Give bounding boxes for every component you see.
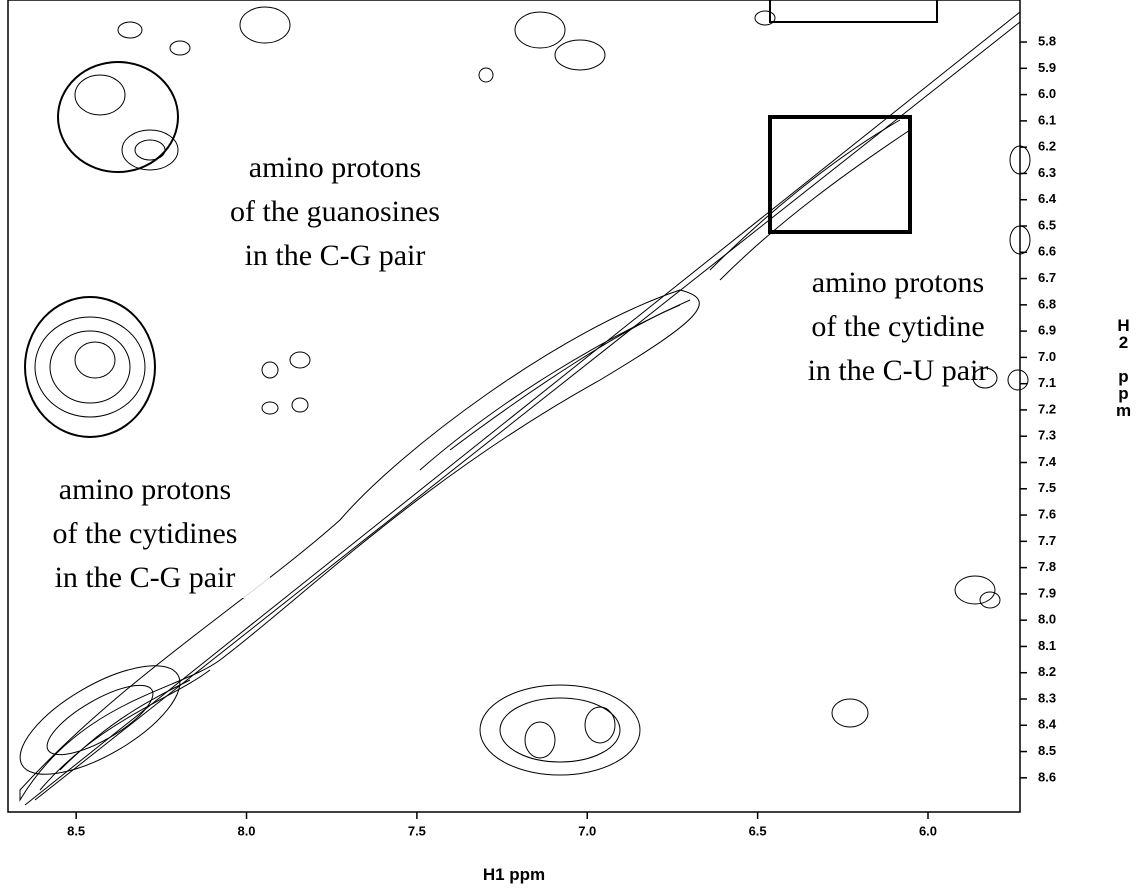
y-tick-label: 7.9 — [1038, 585, 1056, 600]
annotation-text: amino protons — [59, 473, 232, 506]
y-tick-label: 6.4 — [1038, 191, 1057, 206]
y-tick-label: 8.0 — [1038, 612, 1056, 627]
y-axis-label: H2 ppm — [1113, 316, 1133, 418]
y-tick-label: 7.7 — [1038, 533, 1056, 548]
page: {"chart_data": {"type": "contour", "x_la… — [0, 0, 1137, 894]
annotation-text: of the cytidine — [811, 310, 984, 343]
x-tick-label: 6.5 — [749, 823, 767, 838]
y-tick-label: 5.9 — [1038, 60, 1056, 75]
y-tick-label: 8.1 — [1038, 638, 1056, 653]
annotation-text: in the C-G pair — [245, 239, 426, 272]
y-tick-label: 6.3 — [1038, 165, 1056, 180]
plot-frame — [8, 0, 1020, 812]
x-tick-label: 7.0 — [578, 823, 596, 838]
x-tick-label: 7.5 — [408, 823, 426, 838]
y-tick-label: 6.1 — [1038, 112, 1056, 127]
y-tick-label: 8.4 — [1038, 717, 1057, 732]
annotation-text: amino protons — [249, 151, 422, 184]
y-tick-label: 6.9 — [1038, 323, 1056, 338]
y-tick-label: 7.8 — [1038, 559, 1056, 574]
y-tick-label: 5.8 — [1038, 33, 1056, 48]
y-tick-label: 7.5 — [1038, 480, 1056, 495]
annotation-shapes — [20, 0, 937, 598]
annotation-text: in the C-G pair — [55, 561, 236, 594]
x-tick-label: 6.0 — [919, 823, 937, 838]
y-tick-label: 7.4 — [1038, 454, 1057, 469]
annotation-text: in the C-U pair — [808, 354, 989, 387]
y-tick-label: 8.5 — [1038, 743, 1056, 758]
y-tick-label: 8.2 — [1038, 664, 1056, 679]
y-tick-label: 6.5 — [1038, 217, 1056, 232]
contour-decoration — [5, 7, 1030, 805]
y-tick-label: 7.0 — [1038, 349, 1056, 364]
y-tick-label: 7.2 — [1038, 401, 1056, 416]
y-tick-label: 8.6 — [1038, 769, 1056, 784]
y-tick-label: 8.3 — [1038, 690, 1056, 705]
annotation-text: of the guanosines — [230, 195, 440, 228]
x-axis-label: H1 ppm — [483, 865, 545, 884]
x-tick-label: 8.0 — [237, 823, 255, 838]
y-tick-label: 6.6 — [1038, 244, 1056, 259]
y-tick-label: 6.0 — [1038, 86, 1056, 101]
y-tick-label: 7.1 — [1038, 375, 1056, 390]
y-tick-label: 6.2 — [1038, 139, 1056, 154]
y-tick-label: 7.3 — [1038, 428, 1056, 443]
chart: H1 ppm 8.5 8.0 7.5 7.0 6.5 6.0 5.8 5.9 6.0 6.1 6.2… — [0, 0, 1137, 894]
y-tick-label: 6.7 — [1038, 270, 1056, 285]
x-tick-label: 8.5 — [67, 823, 85, 838]
y-tick-label: 7.6 — [1038, 506, 1056, 521]
annotation-text: amino protons — [812, 266, 985, 299]
annotation-text: of the cytidines — [53, 517, 238, 550]
y-tick-label: 6.8 — [1038, 296, 1056, 311]
